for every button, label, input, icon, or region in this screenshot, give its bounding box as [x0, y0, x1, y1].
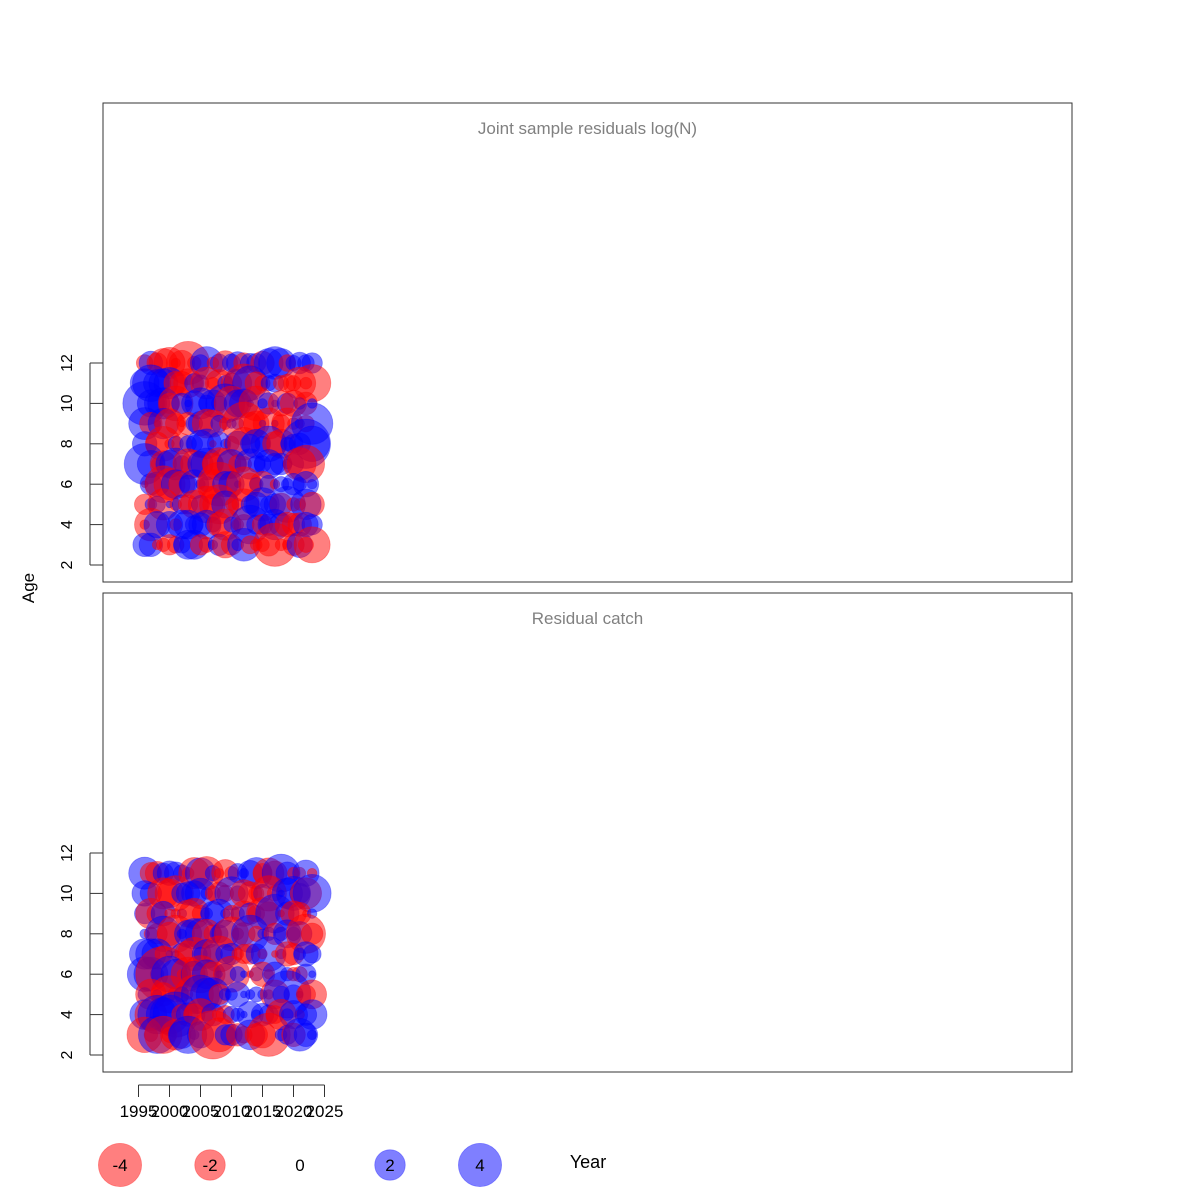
legend-label: 4: [475, 1156, 484, 1175]
panel-title: Joint sample residuals log(N): [478, 119, 697, 138]
y-tick-label: 4: [59, 520, 76, 529]
residual-bubble: [306, 478, 318, 490]
residual-bubble: [300, 922, 324, 946]
residual-bubble: [308, 970, 316, 979]
panels: Joint sample residuals log(N)24681012Res…: [59, 102, 1073, 1073]
panel-2: Residual catch 2 4 6 8 10 12: [59, 592, 1073, 1073]
legend-item: 0: [295, 1156, 304, 1175]
y-tick-label: 12: [59, 844, 76, 862]
y-axis-label: Age: [19, 573, 38, 603]
x-tick-label: 2000: [151, 1102, 189, 1121]
y-tick-label: 8: [59, 929, 76, 938]
x-tick-label: 1995: [120, 1102, 158, 1121]
legend-bubble: [98, 1143, 143, 1188]
residual-bubble: [293, 1022, 319, 1048]
legend-bubble: [374, 1149, 406, 1181]
y-tick-label: 2: [59, 560, 76, 569]
bubble-group: [122, 340, 334, 567]
bubble-group: [126, 853, 332, 1060]
legend-title: Year: [570, 1152, 606, 1172]
y-tick-label: 6: [59, 970, 76, 979]
legend-bubble: [457, 1143, 502, 1188]
residual-bubble: [302, 944, 322, 964]
x-tick-label: 2020: [275, 1102, 313, 1121]
panel-frame: [102, 102, 1073, 583]
y-tick-label: 12: [59, 354, 76, 372]
y-tick-label: 10: [59, 394, 76, 412]
legend-label: -4: [112, 1156, 127, 1175]
legend-label: -2: [202, 1156, 217, 1175]
y-tick-label: 10: [59, 884, 76, 902]
y-tick-label: 8: [59, 439, 76, 448]
x-tick-label: 2025: [306, 1102, 344, 1121]
x-tick-label: 2010: [213, 1102, 251, 1121]
legend-item: -4: [98, 1143, 143, 1188]
legend-item: 4: [457, 1143, 502, 1188]
panel-frame: [102, 592, 1073, 1073]
legend-item: -2: [194, 1149, 226, 1181]
y-tick-label: 4: [59, 1010, 76, 1019]
x-tick-label: 2015: [244, 1102, 282, 1121]
legend-label: 0: [295, 1156, 304, 1175]
x-tick-label: 2005: [182, 1102, 220, 1121]
y-tick-label: 2: [59, 1050, 76, 1059]
legend: -4 -2 0 2 4: [98, 1143, 502, 1188]
legend-item: 2: [374, 1149, 406, 1181]
legend-label: 2: [385, 1156, 394, 1175]
panel-1: Joint sample residuals log(N) 2 4 6 8 10 12: [59, 102, 1073, 583]
residual-bubble: [306, 1029, 318, 1041]
residual-bubble: [293, 526, 331, 564]
y-tick-label: 6: [59, 480, 76, 489]
panel-title: Residual catch: [532, 609, 644, 628]
legend-bubble: [194, 1149, 226, 1181]
